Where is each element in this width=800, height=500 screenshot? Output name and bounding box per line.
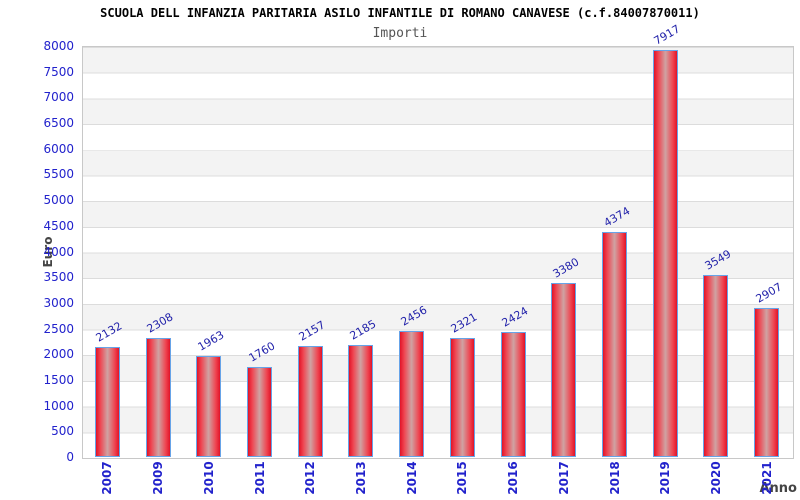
bar: [551, 283, 577, 457]
y-tick-label: 2000: [43, 347, 74, 362]
bar: [754, 307, 780, 457]
y-tick-label: 5000: [43, 193, 74, 208]
y-tick-label: 4000: [43, 244, 74, 259]
x-tick-label: 2007: [100, 461, 115, 495]
x-tick-label: 2021: [759, 461, 774, 495]
chart-title: SCUOLA DELL INFANZIA PARITARIA ASILO INF…: [100, 6, 700, 20]
y-tick-label: 7500: [43, 64, 74, 79]
bar: [196, 356, 222, 457]
x-tick-label: 2014: [404, 461, 419, 495]
x-tick-label: 2018: [607, 461, 622, 495]
y-tick-label: 6500: [43, 116, 74, 131]
x-tick-label: 2011: [252, 461, 267, 495]
x-tick-label: 2010: [201, 461, 216, 495]
y-tick-label: 8000: [43, 39, 74, 53]
x-tick-label: 2019: [658, 461, 673, 495]
x-tick-label: 2013: [353, 461, 368, 495]
y-tick-label: 500: [51, 424, 74, 439]
bar: [297, 346, 323, 457]
x-tick-label: 2020: [708, 461, 723, 495]
bar: [348, 344, 374, 457]
y-tick-label: 7000: [43, 90, 74, 105]
y-tick-label: 3000: [43, 295, 74, 310]
bar: [652, 50, 678, 457]
bar: [247, 366, 272, 457]
y-tick-label: 2500: [43, 321, 74, 336]
chart-subtitle: Importi: [372, 26, 428, 41]
bar: [94, 347, 120, 457]
y-tick-label: 1000: [43, 398, 74, 413]
y-tick-label: 0: [66, 450, 74, 464]
bar: [602, 232, 627, 457]
plot-area: [82, 46, 794, 459]
y-tick-label: 4500: [43, 218, 74, 233]
x-tick-label: 2015: [455, 461, 470, 495]
bar: [449, 337, 475, 457]
x-axis-title: Anno: [759, 481, 797, 496]
y-tick-label: 1500: [43, 372, 74, 387]
bar: [500, 332, 526, 457]
bar: [399, 330, 425, 457]
y-tick-label: 5500: [43, 167, 74, 182]
y-tick-label: 6000: [43, 141, 74, 156]
y-tick-label: 3500: [43, 270, 74, 285]
bar: [145, 338, 171, 457]
bar: [703, 274, 729, 457]
x-tick-label: 2017: [556, 461, 571, 495]
x-tick-label: 2012: [303, 461, 318, 495]
x-tick-label: 2016: [506, 461, 521, 495]
x-tick-label: 2009: [151, 461, 166, 495]
